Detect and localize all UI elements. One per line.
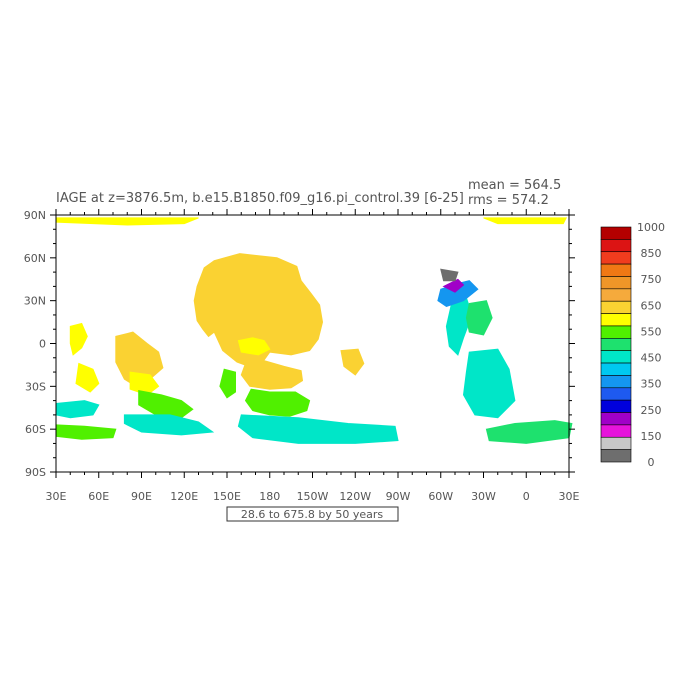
range-label: 28.6 to 675.8 by 50 years <box>241 508 384 521</box>
colorbar-cell <box>600 399 632 413</box>
region-atlantic-green <box>465 300 493 336</box>
colorbar-label: 650 <box>641 299 662 312</box>
colorbar-label: 850 <box>641 247 662 260</box>
region-arctic-yellow-east <box>483 217 568 225</box>
x-tick-label: 60W <box>428 490 453 503</box>
region-south-indian-cyan <box>55 400 100 419</box>
colorbar-cell <box>600 338 632 351</box>
x-tick-label: 30W <box>471 490 496 503</box>
x-tick-label: 30E <box>559 490 580 503</box>
colorbar-cell <box>600 288 632 302</box>
region-arctic-gray <box>440 268 459 282</box>
colorbar-cell <box>600 226 632 240</box>
colorbar-cell <box>600 449 632 463</box>
colorbar-cell <box>600 325 632 339</box>
range-label-box <box>226 506 399 522</box>
rms-stat: rms = 574.2 <box>468 193 549 208</box>
region-central-pacific-south <box>240 360 304 390</box>
x-tick-label: 30E <box>46 490 67 503</box>
region-south-atlantic-cyan <box>462 348 516 419</box>
y-tick-label: 0 <box>39 338 46 351</box>
colorbar-cell <box>600 424 632 438</box>
y-tick-label: 90S <box>25 466 46 479</box>
region-south-indian-green <box>55 424 117 440</box>
mean-stat: mean = 564.5 <box>468 178 561 193</box>
colorbar-label: 350 <box>641 378 662 391</box>
x-tick-label: 120E <box>170 490 198 503</box>
colorbar-cell <box>600 239 632 253</box>
colorbar-cell <box>600 387 632 401</box>
x-tick-label: 120W <box>339 490 371 503</box>
colorbar: 1000 850 750 650 550 450 350 250 150 0 <box>600 221 665 469</box>
colorbar-cell <box>600 412 632 426</box>
region-south-atlantic-green <box>485 420 573 444</box>
x-tick-label: 60E <box>88 490 109 503</box>
y-tick-label: 90N <box>24 209 46 222</box>
colorbar-cell <box>600 313 632 327</box>
region-southern-cyan-2 <box>237 414 399 444</box>
region-arctic-yellow <box>55 217 199 226</box>
colorbar-cell <box>600 263 632 277</box>
colorbar-label: 450 <box>641 352 662 365</box>
colorbar-cell <box>600 276 632 290</box>
region-east-pacific-yellow <box>340 348 365 376</box>
colorbar-cell <box>600 436 632 450</box>
y-tick-label: 30S <box>25 380 46 393</box>
x-tick-label: 0 <box>523 490 530 503</box>
field-regions <box>55 217 573 444</box>
region-east-indian-green <box>138 389 194 419</box>
colorbar-cell <box>600 251 632 265</box>
colorbar-cell <box>600 362 632 376</box>
colorbar-cell <box>600 350 632 364</box>
colorbar-label: 0 <box>648 456 655 469</box>
colorbar-label: 550 <box>641 325 662 338</box>
region-arabian-indian-orange <box>115 331 164 387</box>
colorbar-label: 1000 <box>637 221 665 234</box>
region-north-atlantic-cyan <box>445 297 473 356</box>
plot-title: IAGE at z=3876.5m, b.e15.B1850.f09_g16.p… <box>56 191 464 206</box>
colorbar-label: 150 <box>641 430 662 443</box>
colorbar-cell <box>600 375 632 389</box>
region-pacific-yellow-patch <box>237 337 271 356</box>
region-southern-cyan-1 <box>123 414 215 436</box>
region-madagascar-yellow <box>75 362 100 393</box>
x-tick-label: 90E <box>131 490 152 503</box>
colorbar-label: 250 <box>641 404 662 417</box>
region-labrador-purple <box>442 278 465 293</box>
y-tick-label: 60S <box>25 423 46 436</box>
x-tick-label: 90W <box>386 490 411 503</box>
colorbar-cell <box>600 300 632 314</box>
y-tick-label: 60N <box>24 252 46 265</box>
region-north-pacific <box>193 253 324 369</box>
x-tick-label: 150W <box>297 490 329 503</box>
axis-ticks: 30E 60E 90E 120E 150E 180 150W 120W 90W 60W 30W 0 30… <box>24 209 580 503</box>
colorbar-label: 750 <box>641 273 662 286</box>
region-pacific-small-green <box>219 368 236 399</box>
x-tick-label: 180 <box>259 490 280 503</box>
y-tick-label: 30N <box>24 295 46 308</box>
region-west-indian-yellow <box>69 322 88 356</box>
region-pacific-green <box>244 388 311 417</box>
x-tick-label: 150E <box>213 490 241 503</box>
region-indian-yellow <box>129 371 160 396</box>
